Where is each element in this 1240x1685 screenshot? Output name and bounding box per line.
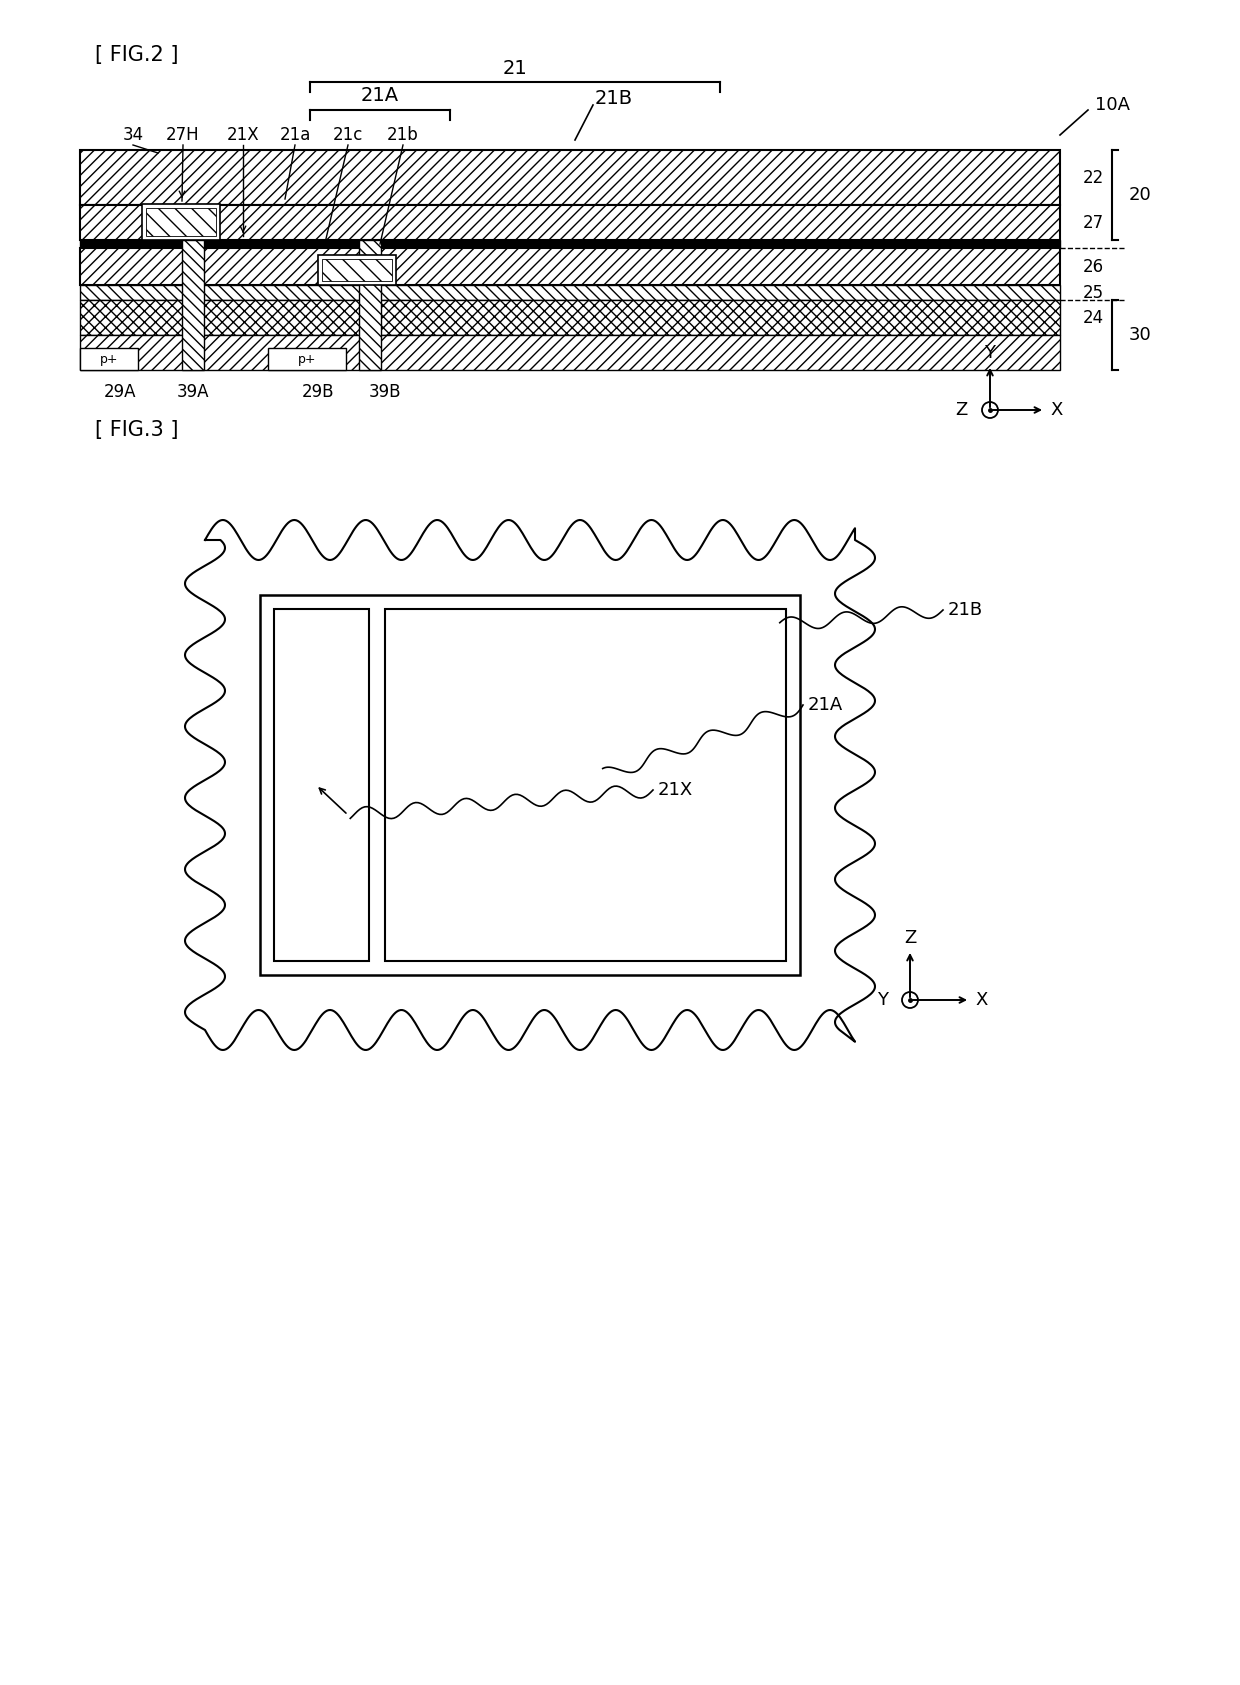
Text: 24: 24 — [1083, 308, 1104, 327]
Text: X: X — [1050, 401, 1063, 420]
Text: [ FIG.3 ]: [ FIG.3 ] — [95, 420, 179, 440]
Text: 39B: 39B — [368, 382, 402, 401]
Text: [ FIG.2 ]: [ FIG.2 ] — [95, 45, 179, 66]
Bar — [268, 349, 346, 371]
Text: 29A: 29A — [104, 382, 136, 401]
Text: 21X: 21X — [658, 782, 693, 799]
Bar — [143, 204, 219, 239]
Text: 39A: 39A — [177, 382, 210, 401]
Bar — [81, 206, 1060, 239]
Bar — [146, 207, 216, 236]
Text: p+: p+ — [99, 352, 118, 366]
Text: 21A: 21A — [361, 86, 399, 104]
Text: Y: Y — [985, 344, 996, 362]
Text: 27: 27 — [1083, 214, 1104, 231]
Text: 27H: 27H — [166, 126, 200, 143]
Bar — [81, 248, 1060, 285]
Text: 22: 22 — [1083, 168, 1105, 187]
Bar — [384, 608, 786, 960]
Bar — [260, 595, 800, 976]
Text: 10A: 10A — [1095, 96, 1130, 115]
Text: Y: Y — [877, 991, 888, 1009]
Text: Z: Z — [904, 928, 916, 947]
Bar — [81, 285, 1060, 300]
Text: 21c: 21c — [332, 126, 363, 143]
Bar — [317, 254, 396, 285]
Bar — [81, 239, 1060, 248]
Text: 21X: 21X — [227, 126, 259, 143]
Text: Z: Z — [956, 401, 968, 420]
Text: 25: 25 — [1083, 283, 1104, 302]
Bar — [81, 335, 1060, 371]
Bar — [182, 239, 205, 371]
Text: 21B: 21B — [595, 89, 634, 108]
Text: 30: 30 — [1128, 325, 1152, 344]
Text: 26: 26 — [1083, 258, 1104, 276]
Text: 21: 21 — [502, 59, 527, 78]
Bar — [274, 608, 370, 960]
Text: 21b: 21b — [387, 126, 419, 143]
Text: 20: 20 — [1128, 185, 1152, 204]
Text: 34: 34 — [123, 126, 144, 143]
Text: 21A: 21A — [808, 696, 843, 714]
Text: 21a: 21a — [279, 126, 311, 143]
Bar — [81, 349, 138, 371]
Bar — [322, 259, 392, 281]
Text: p+: p+ — [298, 352, 316, 366]
Bar — [81, 150, 1060, 206]
Text: X: X — [976, 991, 988, 1009]
Text: 21B: 21B — [949, 602, 983, 618]
Text: 29B: 29B — [301, 382, 335, 401]
Bar — [81, 300, 1060, 335]
Bar — [360, 239, 381, 371]
